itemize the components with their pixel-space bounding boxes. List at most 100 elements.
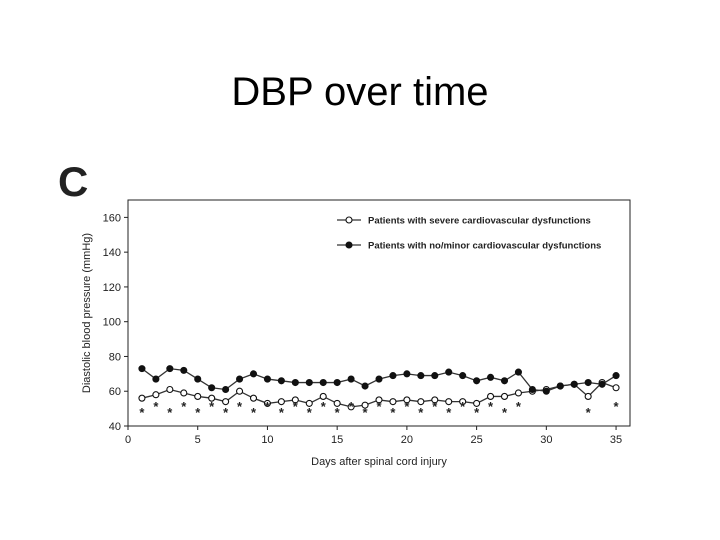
- significance-asterisk: *: [516, 399, 522, 414]
- significance-asterisk: *: [488, 399, 494, 414]
- data-point: [138, 365, 146, 373]
- x-tick-label: 5: [195, 434, 201, 446]
- x-tick-label: 30: [540, 434, 552, 446]
- data-point: [208, 394, 216, 402]
- y-tick-label: 140: [103, 247, 121, 259]
- significance-asterisk: *: [181, 399, 187, 414]
- data-point: [487, 373, 495, 381]
- data-point: [500, 377, 509, 385]
- data-point: [249, 370, 258, 378]
- data-point: [291, 396, 299, 404]
- data-point: [277, 398, 285, 406]
- significance-asterisk: *: [432, 399, 438, 414]
- significance-asterisk: *: [418, 405, 424, 420]
- data-point: [542, 387, 550, 395]
- data-point: [347, 403, 355, 411]
- plot-border: [127, 199, 631, 427]
- data-point: [403, 396, 411, 404]
- significance-asterisk: *: [293, 399, 299, 414]
- data-point: [333, 378, 341, 387]
- data-point: [584, 378, 592, 387]
- data-point: [473, 399, 481, 407]
- significance-asterisk: *: [139, 405, 145, 420]
- data-point: [180, 366, 188, 374]
- data-point: [291, 378, 299, 387]
- data-point: [417, 372, 425, 380]
- data-point: [431, 372, 439, 380]
- significance-asterisk: *: [446, 405, 452, 420]
- data-point: [598, 380, 606, 388]
- data-point: [500, 392, 509, 400]
- significance-asterisk: *: [502, 405, 508, 420]
- y-tick-label: 100: [103, 317, 121, 329]
- x-tick-label: 15: [331, 434, 343, 446]
- data-point: [319, 378, 327, 387]
- significance-asterisk: *: [335, 405, 341, 420]
- slide-title: DBP over time: [231, 70, 489, 114]
- x-tick-label: 20: [401, 434, 413, 446]
- data-point: [263, 399, 271, 407]
- y-tick-label: 80: [109, 351, 121, 363]
- data-point: [319, 392, 327, 400]
- data-point: [459, 372, 467, 380]
- significance-asterisk: *: [404, 399, 410, 414]
- x-tick-label: 35: [610, 434, 622, 446]
- series-layer: [138, 365, 620, 411]
- data-point: [612, 372, 620, 380]
- data-point: [445, 368, 453, 376]
- data-point: [389, 372, 397, 380]
- data-point: [459, 398, 467, 406]
- data-point: [236, 375, 244, 383]
- significance-asterisk: *: [349, 399, 355, 414]
- data-point: [487, 392, 495, 400]
- data-point: [305, 378, 313, 387]
- data-point: [180, 389, 188, 397]
- series-minor: [138, 365, 620, 395]
- panel-letter: C: [58, 158, 89, 205]
- x-tick-label: 10: [261, 434, 273, 446]
- significance-asterisk: *: [279, 405, 285, 420]
- data-point: [417, 398, 425, 406]
- significance-asterisk: *: [376, 399, 382, 414]
- data-point: [514, 368, 522, 376]
- significance-asterisk: *: [237, 399, 243, 414]
- significance-asterisk: *: [363, 405, 369, 420]
- legend-label-minor: Patients with no/minor cardiovascular dy…: [368, 241, 601, 252]
- data-point: [514, 389, 522, 397]
- data-point: [333, 399, 341, 407]
- x-tick-label: 0: [125, 434, 131, 446]
- data-point: [166, 385, 174, 394]
- significance-asterisk: *: [460, 399, 466, 414]
- data-point: [194, 375, 202, 383]
- significance-asterisk: *: [209, 399, 215, 414]
- data-point: [138, 394, 146, 402]
- data-point: [473, 377, 481, 385]
- data-point: [263, 375, 271, 383]
- data-point: [208, 384, 216, 392]
- significance-asterisk: *: [586, 405, 592, 420]
- legend-marker-minor: [345, 241, 353, 249]
- y-tick-label: 120: [103, 282, 121, 294]
- significance-asterisk: *: [251, 405, 257, 420]
- data-point: [375, 396, 383, 404]
- data-point: [528, 385, 536, 394]
- y-tick-label: 40: [109, 421, 121, 433]
- data-point: [305, 399, 313, 407]
- data-point: [277, 377, 285, 385]
- y-axis-title: Diastolic blood pressure (mmHg): [81, 233, 93, 393]
- legend-marker-severe: [345, 216, 353, 224]
- significance-asterisk: *: [390, 405, 396, 420]
- data-point: [375, 375, 383, 383]
- data-point: [347, 375, 355, 383]
- data-point: [152, 375, 160, 383]
- data-point: [152, 391, 160, 399]
- significance-asterisk: *: [321, 399, 327, 414]
- data-point: [236, 387, 244, 395]
- data-point: [389, 398, 397, 406]
- x-tick-label: 25: [470, 434, 482, 446]
- axis-ticks: 0 5 10 15 20 25 30 35 40 60 80 100 120 140 160: [103, 212, 623, 446]
- significance-asterisk: *: [265, 399, 271, 414]
- data-point: [403, 370, 411, 378]
- data-point: [222, 398, 230, 406]
- significance-asterisk: *: [223, 405, 229, 420]
